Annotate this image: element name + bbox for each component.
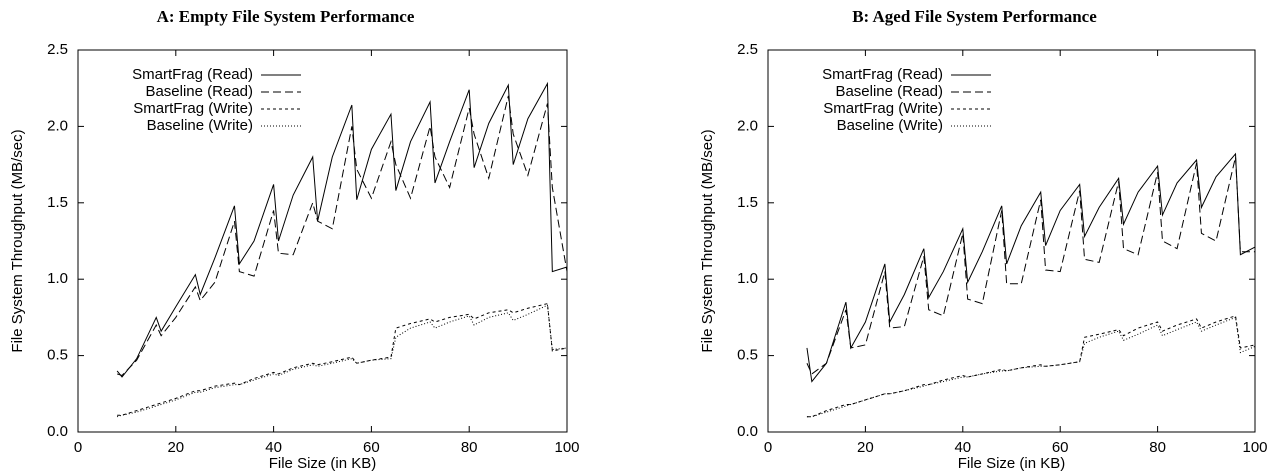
- x-tick-label: 60: [1052, 439, 1069, 456]
- legend-label: Baseline (Write): [147, 117, 253, 134]
- y-tick-label: 1.0: [737, 270, 758, 287]
- x-tick-label: 80: [1149, 439, 1166, 456]
- legend-label: Baseline (Read): [145, 83, 253, 100]
- chart-title: B: Aged File System Performance: [852, 7, 1097, 26]
- legend-label: SmartFrag (Write): [823, 100, 943, 117]
- y-tick-label: 0.0: [47, 423, 68, 440]
- y-tick-label: 1.5: [47, 194, 68, 211]
- series-line: [116, 81, 568, 378]
- y-tick-label: 1.0: [47, 270, 68, 287]
- x-tick-label: 20: [857, 439, 874, 456]
- x-tick-label: 100: [1242, 439, 1267, 456]
- plot-frame: [77, 49, 568, 433]
- legend-label: SmartFrag (Write): [133, 100, 253, 117]
- y-tick-label: 0.5: [737, 347, 758, 364]
- series-line: [806, 156, 1255, 375]
- x-tick-label: 80: [461, 439, 478, 456]
- legend-label: Baseline (Write): [837, 117, 943, 134]
- y-tick-label: 0.0: [737, 423, 758, 440]
- series-line: [116, 95, 568, 377]
- series-line: [117, 303, 568, 416]
- series-line: [806, 316, 1256, 418]
- chart-title: A: Empty File System Performance: [157, 7, 415, 26]
- y-tick-label: 2.0: [737, 117, 758, 134]
- series-line: [116, 304, 568, 418]
- y-axis-label: File System Throughput (MB/sec): [9, 129, 26, 352]
- x-tick-label: 0: [764, 439, 772, 456]
- legend-label: Baseline (Read): [835, 83, 943, 100]
- x-axis-label: File Size (in KB): [269, 455, 377, 472]
- x-tick-label: 0: [74, 439, 82, 456]
- y-axis-label: File System Throughput (MB/sec): [699, 129, 716, 352]
- x-tick-label: 40: [265, 439, 282, 456]
- x-tick-label: 60: [363, 439, 380, 456]
- legend-label: SmartFrag (Read): [132, 66, 253, 83]
- y-tick-label: 1.5: [737, 194, 758, 211]
- x-tick-label: 40: [954, 439, 971, 456]
- y-tick-label: 2.5: [737, 41, 758, 58]
- legend-label: SmartFrag (Read): [822, 66, 943, 83]
- series-line: [806, 152, 1256, 383]
- y-tick-label: 2.0: [47, 117, 68, 134]
- x-tick-label: 100: [554, 439, 579, 456]
- y-tick-label: 0.5: [47, 347, 68, 364]
- x-axis-label: File Size (in KB): [958, 455, 1066, 472]
- x-tick-label: 20: [167, 439, 184, 456]
- y-tick-label: 2.5: [47, 41, 68, 58]
- series-line: [806, 315, 1256, 418]
- plot-frame: [767, 49, 1256, 433]
